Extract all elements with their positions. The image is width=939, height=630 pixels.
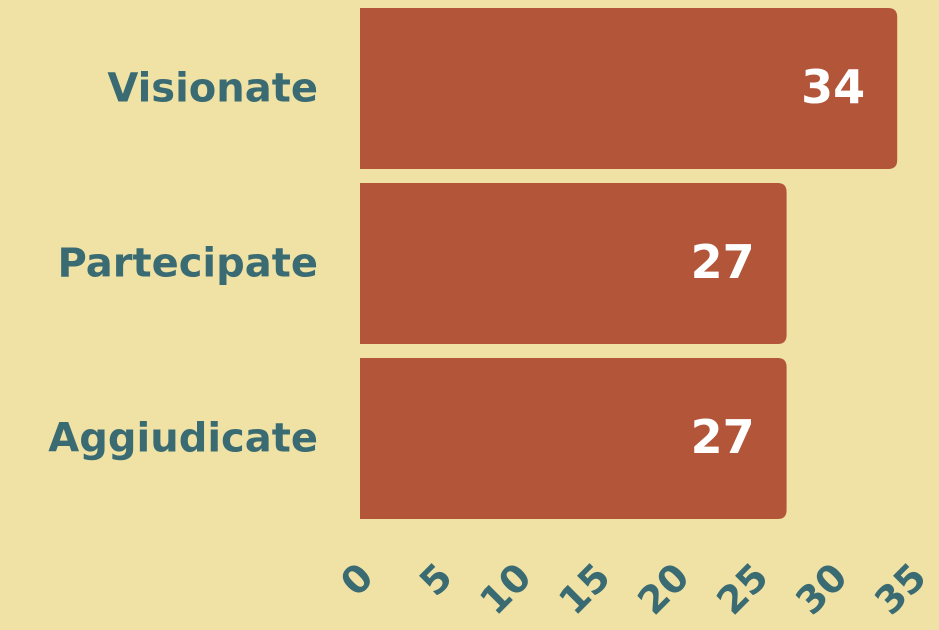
x-tick-label: 35 <box>866 555 935 624</box>
bar <box>360 183 787 344</box>
x-tick-label: 20 <box>629 555 698 624</box>
x-tick-label: 25 <box>708 555 777 624</box>
x-tick-label: 15 <box>550 555 619 624</box>
value-label: 34 <box>801 60 865 114</box>
y-tick-label: Aggiudicate <box>48 416 318 462</box>
x-tick-label: 30 <box>787 555 856 624</box>
x-tick-label: 10 <box>471 555 540 624</box>
x-tick-label: 5 <box>411 555 461 605</box>
value-label: 27 <box>691 235 755 289</box>
y-tick-label: Visionate <box>107 66 318 112</box>
bar <box>360 8 898 169</box>
value-label: 27 <box>691 410 755 464</box>
x-tick-label: 0 <box>332 555 382 605</box>
y-tick-label: Partecipate <box>57 241 318 287</box>
bar <box>360 358 787 519</box>
